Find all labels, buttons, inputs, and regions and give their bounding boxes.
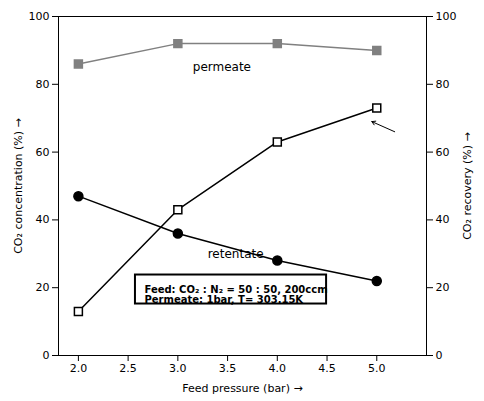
svg-text:40: 40 [36, 213, 50, 226]
svg-text:40: 40 [436, 213, 450, 226]
svg-text:80: 80 [436, 78, 450, 91]
svg-text:CO₂ recovery (%) →: CO₂ recovery (%) → [461, 132, 474, 240]
svg-text:20: 20 [436, 281, 450, 294]
svg-text:80: 80 [36, 78, 50, 91]
svg-text:Feed pressure (bar) →: Feed pressure (bar) → [182, 382, 302, 395]
svg-text:0: 0 [436, 349, 443, 362]
svg-text:60: 60 [436, 146, 450, 159]
svg-text:permeate: permeate [193, 60, 251, 74]
svg-text:60: 60 [36, 146, 50, 159]
svg-text:100: 100 [436, 10, 457, 23]
svg-text:100: 100 [29, 10, 50, 23]
svg-text:0: 0 [43, 349, 50, 362]
svg-text:Feed: CO₂ : N₂ = 50 : 50, 200c: Feed: CO₂ : N₂ = 50 : 50, 200ccmPermeate… [144, 284, 327, 305]
svg-text:retentate: retentate [208, 247, 264, 261]
svg-text:2.5: 2.5 [119, 362, 136, 375]
svg-text:20: 20 [36, 281, 50, 294]
svg-text:4.5: 4.5 [318, 362, 336, 375]
svg-text:2.0: 2.0 [70, 362, 88, 375]
svg-text:5.0: 5.0 [368, 362, 386, 375]
svg-text:3.5: 3.5 [219, 362, 237, 375]
svg-text:3.0: 3.0 [169, 362, 187, 375]
svg-text:CO₂ concentration (%) →: CO₂ concentration (%) → [12, 118, 25, 254]
svg-text:4.0: 4.0 [269, 362, 287, 375]
